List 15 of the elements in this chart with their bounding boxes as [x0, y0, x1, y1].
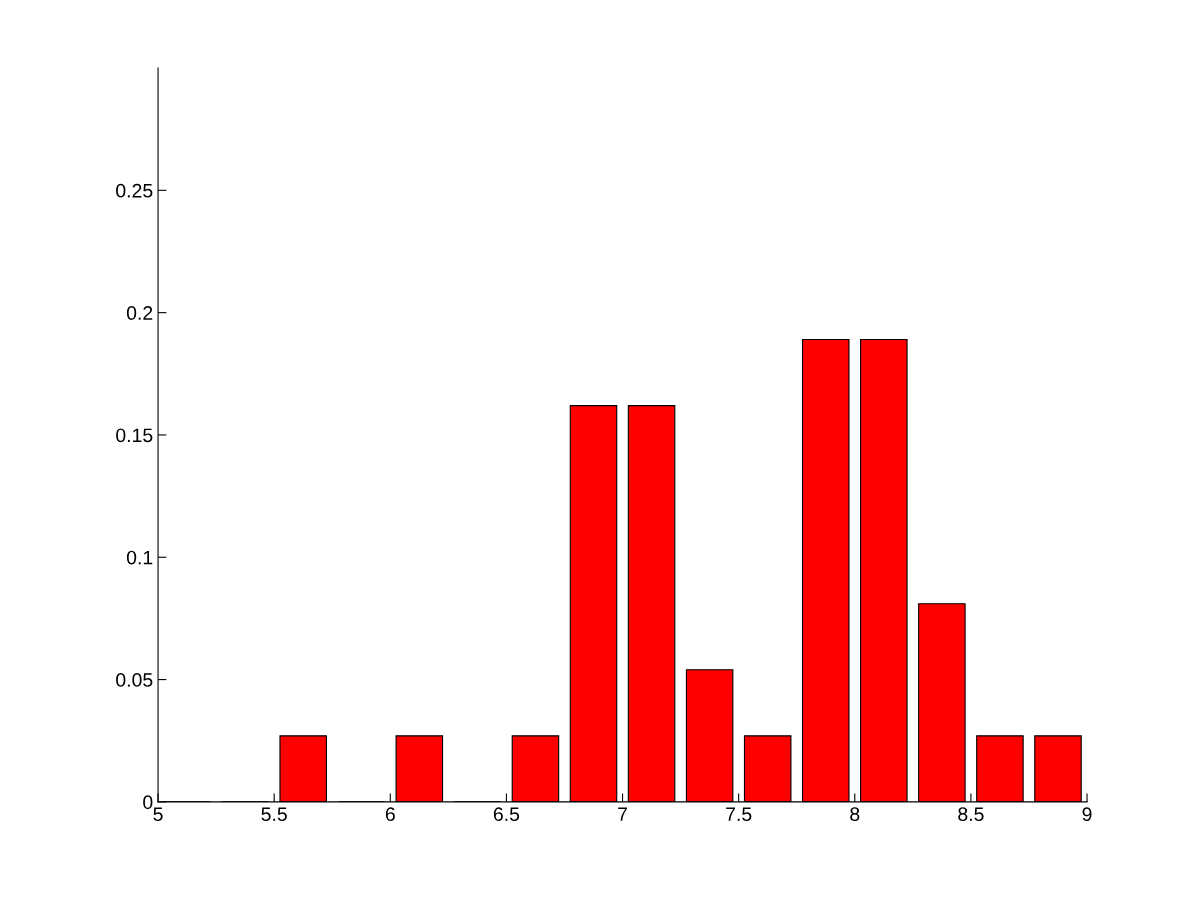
- x-tick-label: 7: [618, 807, 627, 821]
- x-tick-label: 6.5: [493, 807, 520, 822]
- x-tick-label: 5: [153, 807, 163, 822]
- x-tick-label: 9: [1082, 807, 1092, 822]
- y-tick-label: 0.15: [116, 428, 153, 443]
- y-tick-label: 0.25: [116, 183, 153, 198]
- x-tick-label: 5.5: [261, 807, 287, 822]
- x-tick-label: 8.5: [958, 807, 984, 822]
- y-tick-label: 0.05: [116, 673, 153, 687]
- x-tick-label: 6: [385, 807, 395, 822]
- y-tick-label: 0.1: [126, 550, 153, 565]
- y-tick-label: 0.2: [126, 306, 153, 320]
- x-tick-label: 7.5: [726, 807, 752, 822]
- x-tick-label: 8: [850, 807, 860, 822]
- y-tick-label: 0: [143, 795, 153, 810]
